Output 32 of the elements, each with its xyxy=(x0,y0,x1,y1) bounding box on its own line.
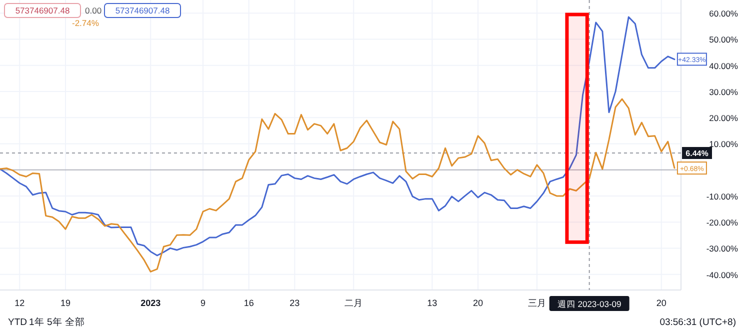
annotation: 573746907.48 xyxy=(15,6,70,16)
y-tick-label: 40.00% xyxy=(709,60,738,71)
ref-line-label: 週四 2023-03-09 xyxy=(557,299,622,309)
x-tick-label: 12 xyxy=(14,298,25,308)
text: 全部 xyxy=(65,316,85,328)
annotation: -2.74% xyxy=(72,18,100,28)
x-tick-label: 三月 xyxy=(528,298,546,308)
x-tick-label: 9 xyxy=(200,298,206,308)
y-tick-label: -10.00% xyxy=(706,191,738,202)
x-tick-label: 2023 xyxy=(140,298,161,308)
y-tick-label: 30.00% xyxy=(709,86,738,97)
annotation: 0.00 xyxy=(85,6,102,16)
x-tick-label: 23 xyxy=(290,298,300,308)
annotation: 573746907.48 xyxy=(115,6,170,16)
text: 1年 xyxy=(29,316,44,328)
y-tick-label: -30.00% xyxy=(706,244,738,254)
y-tick-label: 10.00% xyxy=(709,139,738,150)
x-tick-label: 16 xyxy=(244,298,254,308)
text: 03:56:31 (UTC+8) xyxy=(660,317,736,328)
y-tick-label: -40.00% xyxy=(706,270,738,280)
x-tick-label: 20 xyxy=(473,298,484,308)
text: YTD xyxy=(8,317,28,328)
y-tick-label: 60.00% xyxy=(709,8,738,19)
x-tick-label: 13 xyxy=(427,298,438,308)
x-tick-label: 20 xyxy=(656,298,666,308)
y-tick-label: -20.00% xyxy=(706,218,738,228)
x-tick-label: 二月 xyxy=(344,298,363,308)
ref-line-label: 6.44% xyxy=(686,148,708,158)
y-tick-label: 50.00% xyxy=(709,34,738,45)
x-tick-label: 19 xyxy=(60,298,70,308)
text: 5年 xyxy=(47,316,62,328)
y-tick-label: 20.00% xyxy=(709,113,738,124)
